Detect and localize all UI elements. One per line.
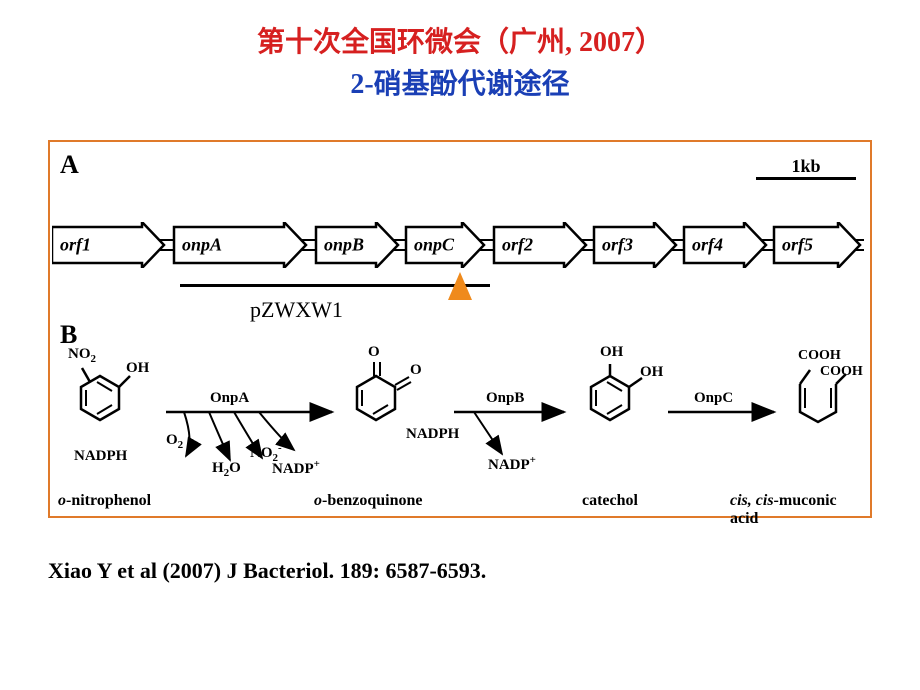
gene-label-onpA: onpA <box>182 235 222 256</box>
gene-label-onpB: onpB <box>324 235 364 256</box>
gene-arrows-svg <box>52 222 872 268</box>
pz-label: pZWXW1 <box>250 297 343 323</box>
scale-text: 1kb <box>756 156 856 177</box>
nadp-2: NADP+ <box>488 454 536 474</box>
cooh-1: COOH <box>798 348 841 364</box>
o2-cofactor: O2 <box>166 432 183 451</box>
nadph-2: NADPH <box>406 426 459 443</box>
pathway: NO2 OH OnpA NADPH O2 H2O NO2- NADP+ O O … <box>54 342 868 512</box>
title-line-2: 2-硝基酚代谢途径 <box>0 62 920 102</box>
nadp-1: NADP+ <box>272 458 320 478</box>
gene-label-orf5: orf5 <box>782 235 813 256</box>
gene-track: orf1 onpA onpB onpC orf2 orf3 orf4 orf5 <box>52 222 862 268</box>
compound-1-name: o-nitrophenol <box>58 492 151 510</box>
gene-label-orf3: orf3 <box>602 235 633 256</box>
pz-bracket <box>180 284 490 287</box>
compound-3-name: catechol <box>582 492 638 510</box>
scale-bar: 1kb <box>756 156 856 180</box>
oh-group-3: OH <box>640 364 663 381</box>
o-group-2: O <box>410 362 422 379</box>
gene-label-orf1: orf1 <box>60 235 91 256</box>
onpc-enzyme: OnpC <box>694 390 733 407</box>
insertion-arrow-icon <box>448 272 472 300</box>
nadph-1: NADPH <box>74 448 127 465</box>
figure-box: A 1kb orf1 onpA onpB onpC orf2 orf3 orf4 orf5 p… <box>48 140 872 518</box>
compound-4-name: cis, cis-muconic acid <box>730 492 868 528</box>
title-block: 第十次全国环微会（广州, 2007） 2-硝基酚代谢途径 <box>0 0 920 102</box>
citation: Xiao Y et al (2007) J Bacteriol. 189: 65… <box>48 558 486 584</box>
gene-label-orf4: orf4 <box>692 235 723 256</box>
gene-label-onpC: onpC <box>414 235 454 256</box>
no2-group: NO2 <box>68 346 96 365</box>
onpa-enzyme: OnpA <box>210 390 249 407</box>
h2o-product: H2O <box>212 460 241 479</box>
scale-line <box>756 177 856 180</box>
gene-label-orf2: orf2 <box>502 235 533 256</box>
compound-2-name: o-benzoquinone <box>314 492 422 510</box>
pathway-svg <box>54 342 874 492</box>
cooh-2: COOH <box>820 364 863 380</box>
o-group-1: O <box>368 344 380 361</box>
oh-group-2: OH <box>600 344 623 361</box>
oh-group-1: OH <box>126 360 149 377</box>
panel-a-label: A <box>60 150 79 180</box>
onpb-enzyme: OnpB <box>486 390 524 407</box>
title-line-1: 第十次全国环微会（广州, 2007） <box>0 20 920 60</box>
